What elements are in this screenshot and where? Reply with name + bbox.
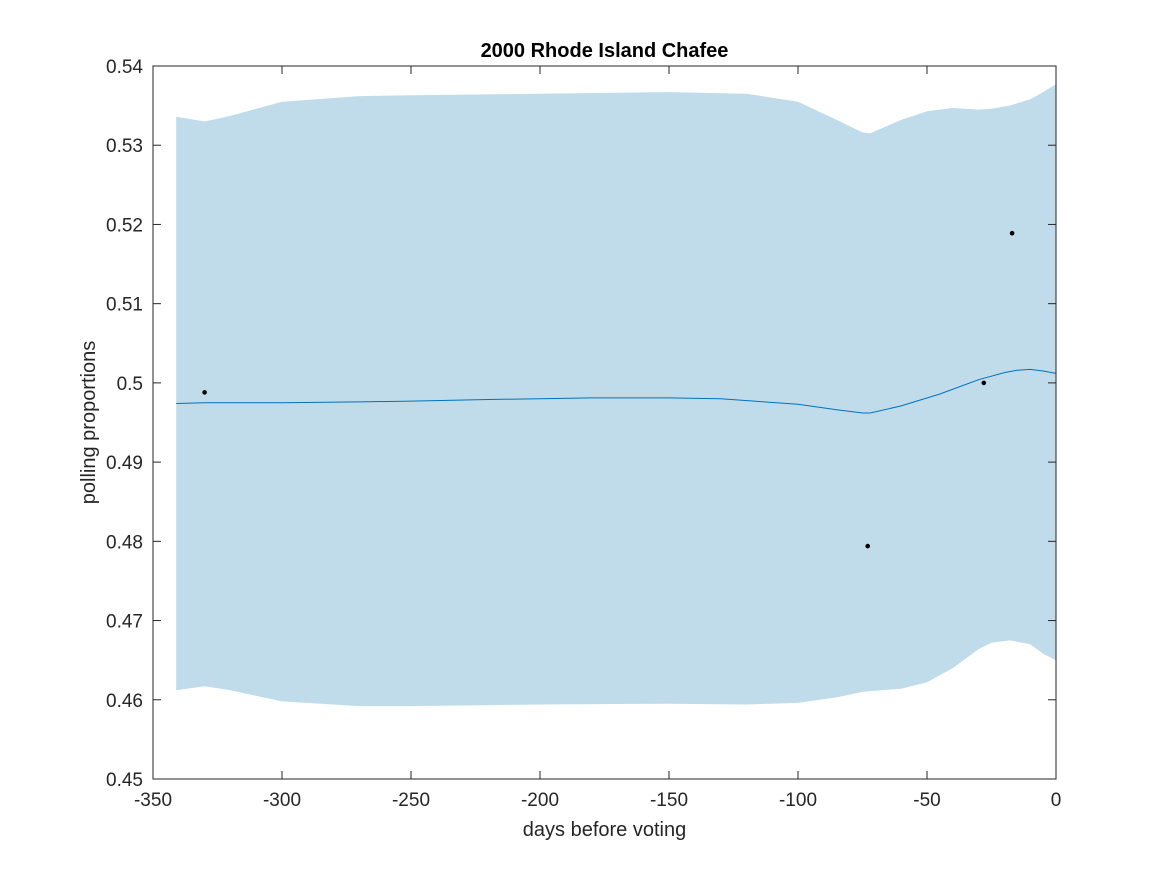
y-tick-label: 0.47 xyxy=(106,612,143,633)
y-tick-label: 0.53 xyxy=(106,136,143,157)
x-tick-label: -250 xyxy=(392,790,430,811)
x-tick-label: -50 xyxy=(913,790,940,811)
y-tick-label: 0.46 xyxy=(106,691,143,712)
poll-point xyxy=(202,390,207,395)
confidence-band xyxy=(176,84,1056,707)
x-tick-label: -200 xyxy=(521,790,559,811)
poll-point xyxy=(865,543,870,549)
x-tick-label: -100 xyxy=(779,790,817,811)
plot-area xyxy=(176,84,1057,707)
chart-title: 2000 Rhode Island Chafee xyxy=(481,40,729,62)
poll-point xyxy=(981,380,987,386)
mean-line xyxy=(176,368,1057,414)
y-tick-label: 0.54 xyxy=(106,57,143,78)
y-tick-label: 0.52 xyxy=(106,215,143,236)
y-tick-label: 0.51 xyxy=(106,295,143,316)
y-tick-label: 0.45 xyxy=(106,770,143,791)
x-axis-label: days before voting xyxy=(523,819,686,841)
y-tick-label: 0.48 xyxy=(106,532,143,553)
axes-frame xyxy=(152,65,1057,780)
y-tick-label: 0.5 xyxy=(117,374,143,395)
x-tick-label: 0 xyxy=(1051,790,1062,811)
y-tick-label: 0.49 xyxy=(106,453,143,474)
x-tick-label: -350 xyxy=(134,790,172,811)
x-tick-label: -300 xyxy=(263,790,301,811)
y-axis-label: polling proportions xyxy=(78,341,100,504)
poll-point xyxy=(1009,230,1015,236)
x-tick-label: -150 xyxy=(650,790,688,811)
axis-ticks: -350 -300 -250 -200 -150 -100 -50 0 0.45 0.46 0.47… xyxy=(106,57,1061,811)
